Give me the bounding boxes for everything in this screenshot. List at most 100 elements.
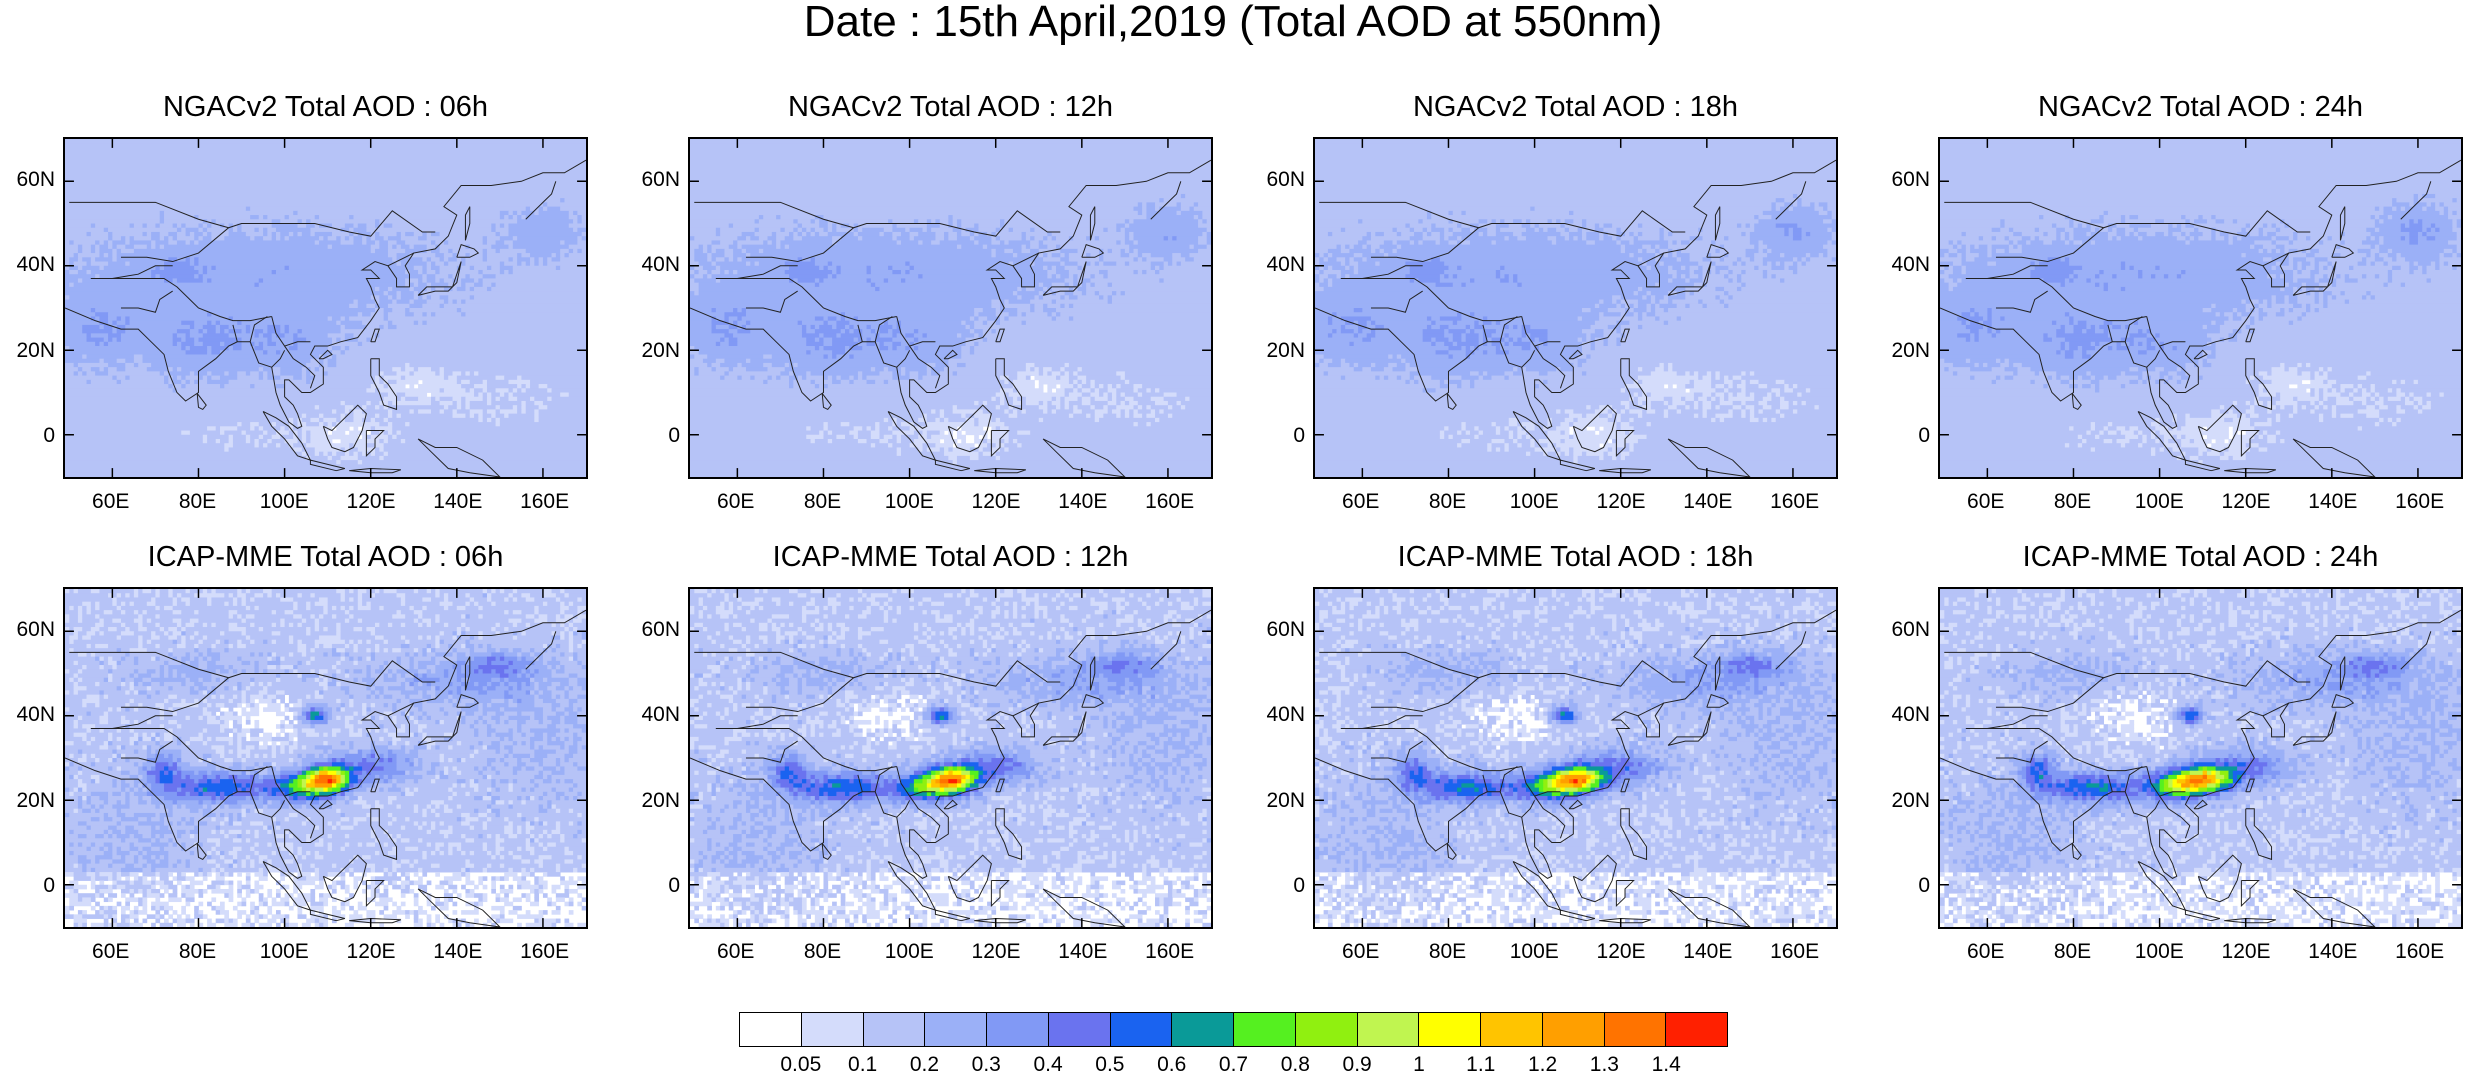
- colorbar-box: [740, 1013, 802, 1046]
- lat-tick-label: 20N: [1245, 790, 1305, 812]
- lat-tick-label: 0: [1245, 875, 1305, 897]
- aod-map-ngac-24h: [1938, 137, 2463, 479]
- lat-tick-label: 40N: [0, 704, 55, 726]
- aod-map-icap-6h: [63, 587, 588, 929]
- colorbar-box: [1481, 1013, 1543, 1046]
- colorbar-tick-label: 0.9: [1327, 1054, 1387, 1076]
- lat-tick-label: 20N: [0, 790, 55, 812]
- lon-tick-label: 140E: [1673, 941, 1743, 963]
- lon-tick-label: 100E: [249, 941, 319, 963]
- lon-tick-label: 160E: [1760, 941, 1830, 963]
- aod-grid-cells: [690, 589, 1211, 927]
- lon-tick-label: 80E: [788, 491, 858, 513]
- lat-tick-label: 0: [0, 875, 55, 897]
- lon-tick-label: 140E: [423, 491, 493, 513]
- lon-tick-label: 100E: [249, 491, 319, 513]
- lon-tick-label: 100E: [2124, 491, 2194, 513]
- colorbar-tick-label: 1.1: [1451, 1054, 1511, 1076]
- colorbar-box: [1296, 1013, 1358, 1046]
- lat-tick-label: 60N: [620, 619, 680, 641]
- colorbar-tick-label: 0.8: [1265, 1054, 1325, 1076]
- lon-tick-label: 80E: [1413, 941, 1483, 963]
- colorbar-box: [987, 1013, 1049, 1046]
- aod-field: [690, 589, 1211, 927]
- lon-tick-label: 120E: [336, 491, 406, 513]
- lat-tick-label: 20N: [620, 790, 680, 812]
- aod-map-ngac-12h: [688, 137, 1213, 479]
- lon-tick-label: 160E: [1760, 491, 1830, 513]
- lon-tick-label: 140E: [2298, 491, 2368, 513]
- aod-field: [1315, 589, 1836, 927]
- lon-tick-label: 60E: [1326, 491, 1396, 513]
- lat-tick-label: 60N: [1870, 169, 1930, 191]
- colorbar-box: [1419, 1013, 1481, 1046]
- panel-title: NGACv2 Total AOD : 06h: [63, 91, 588, 123]
- colorbar-tick-label: 0.2: [894, 1054, 954, 1076]
- panel-title: NGACv2 Total AOD : 18h: [1313, 91, 1838, 123]
- lon-tick-label: 140E: [423, 941, 493, 963]
- lat-tick-label: 20N: [620, 340, 680, 362]
- aod-field: [65, 589, 586, 927]
- lon-tick-label: 120E: [961, 491, 1031, 513]
- lon-tick-label: 120E: [2211, 941, 2281, 963]
- aod-grid-cells: [1940, 139, 2461, 477]
- colorbar-tick-label: 1.4: [1636, 1054, 1696, 1076]
- lon-tick-label: 160E: [2385, 941, 2455, 963]
- aod-grid-cells: [1940, 589, 2461, 927]
- lat-tick-label: 40N: [620, 254, 680, 276]
- lat-tick-label: 0: [1870, 875, 1930, 897]
- lon-tick-label: 120E: [2211, 491, 2281, 513]
- lat-tick-label: 0: [620, 425, 680, 447]
- lat-tick-label: 40N: [1245, 254, 1305, 276]
- lat-tick-label: 0: [0, 425, 55, 447]
- lat-tick-label: 40N: [0, 254, 55, 276]
- figure-title: Date : 15th April,2019 (Total AOD at 550…: [0, 0, 2466, 44]
- lat-tick-label: 40N: [620, 704, 680, 726]
- aod-field: [1315, 139, 1836, 477]
- lat-tick-label: 60N: [1245, 169, 1305, 191]
- lat-tick-label: 20N: [1870, 790, 1930, 812]
- lon-tick-label: 60E: [76, 491, 146, 513]
- aod-grid-cells: [65, 589, 586, 927]
- lat-tick-label: 60N: [620, 169, 680, 191]
- panel-title: ICAP-MME Total AOD : 24h: [1938, 541, 2463, 573]
- colorbar-box: [1605, 1013, 1667, 1046]
- lat-tick-label: 0: [1870, 425, 1930, 447]
- lon-tick-label: 140E: [1048, 491, 1118, 513]
- colorbar-box: [1666, 1013, 1727, 1046]
- colorbar-box: [802, 1013, 864, 1046]
- aod-field: [690, 139, 1211, 477]
- colorbar-tick-label: 0.1: [833, 1054, 893, 1076]
- colorbar-tick-label: 1.2: [1513, 1054, 1573, 1076]
- lat-tick-label: 20N: [1870, 340, 1930, 362]
- lon-tick-label: 80E: [163, 491, 233, 513]
- lon-tick-label: 100E: [2124, 941, 2194, 963]
- lon-tick-label: 160E: [1135, 941, 1205, 963]
- lon-tick-label: 160E: [1135, 491, 1205, 513]
- aod-map-ngac-6h: [63, 137, 588, 479]
- lon-tick-label: 100E: [874, 941, 944, 963]
- lon-tick-label: 140E: [1673, 491, 1743, 513]
- aod-map-icap-12h: [688, 587, 1213, 929]
- colorbar-box: [1234, 1013, 1296, 1046]
- colorbar-box: [1172, 1013, 1234, 1046]
- aod-grid-cells: [1315, 139, 1836, 477]
- colorbar-tick-label: 1: [1389, 1054, 1449, 1076]
- lon-tick-label: 120E: [1586, 941, 1656, 963]
- lat-tick-label: 60N: [1245, 619, 1305, 641]
- lat-tick-label: 40N: [1870, 704, 1930, 726]
- panel-title: ICAP-MME Total AOD : 06h: [63, 541, 588, 573]
- lon-tick-label: 80E: [2038, 941, 2108, 963]
- lat-tick-label: 60N: [0, 169, 55, 191]
- lon-tick-label: 80E: [2038, 491, 2108, 513]
- panel-title: ICAP-MME Total AOD : 12h: [688, 541, 1213, 573]
- lat-tick-label: 40N: [1245, 704, 1305, 726]
- lon-tick-label: 160E: [2385, 491, 2455, 513]
- colorbar-box: [925, 1013, 987, 1046]
- aod-field: [1940, 589, 2461, 927]
- aod-field: [1940, 139, 2461, 477]
- colorbar-tick-label: 1.3: [1574, 1054, 1634, 1076]
- colorbar-box: [1049, 1013, 1111, 1046]
- lon-tick-label: 60E: [1326, 941, 1396, 963]
- colorbar-tick-label: 0.7: [1204, 1054, 1264, 1076]
